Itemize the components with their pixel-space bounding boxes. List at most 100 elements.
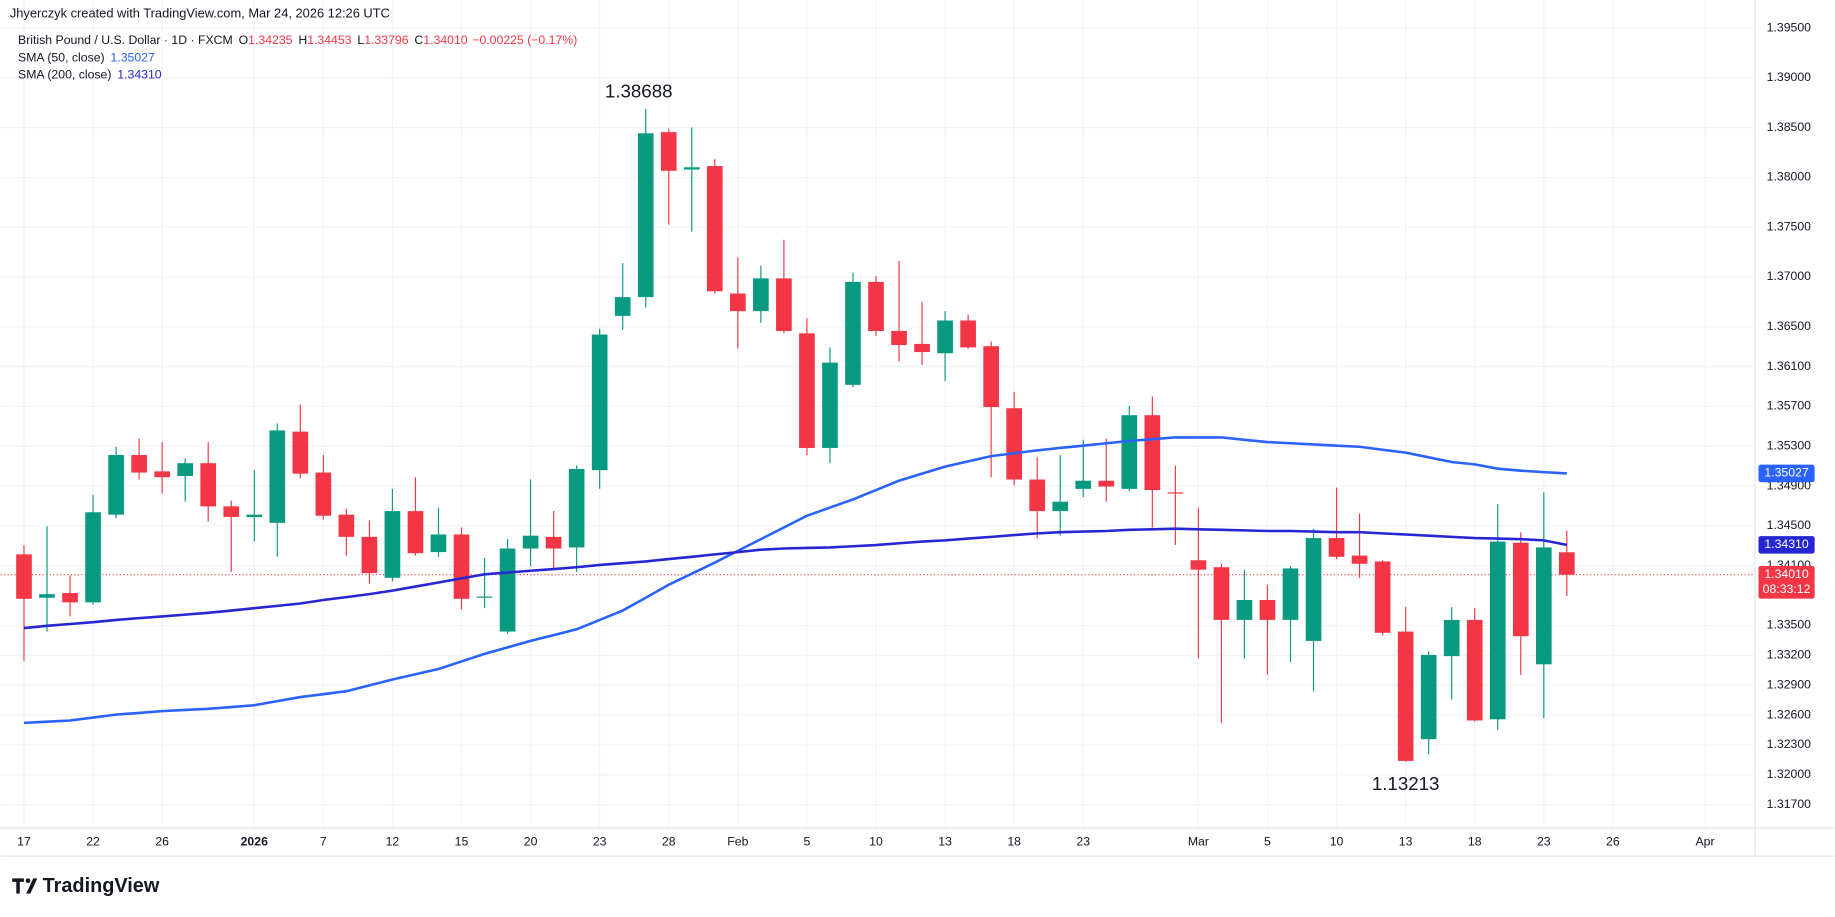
candle-body (753, 278, 769, 312)
low-annotation: 1.13213 (1372, 773, 1440, 794)
credit: Jhyerczyk created with TradingView.com, … (10, 5, 390, 20)
candle-body (16, 554, 32, 599)
x-tick-label: 12 (386, 834, 400, 848)
x-tick-label: 23 (593, 834, 607, 848)
candle-body (822, 362, 838, 448)
candle-body (223, 506, 240, 517)
candle-body (1512, 542, 1529, 637)
x-tick-label: 7 (320, 834, 327, 848)
candle-body (706, 166, 723, 292)
candle-body (1052, 501, 1069, 512)
candle-body (522, 535, 539, 549)
y-tick-label: 1.38500 (1767, 120, 1812, 134)
y-tick-label: 1.32000 (1767, 767, 1812, 781)
y-tick-label: 1.39000 (1767, 70, 1812, 84)
candle-body (1213, 567, 1230, 620)
x-tick-label: 20 (524, 834, 538, 848)
y-tick-label: 1.36500 (1767, 319, 1812, 333)
candle-body (1397, 631, 1414, 761)
candle-body (868, 281, 884, 331)
logo: TradingView (12, 875, 160, 897)
legend-name: SMA (200, close) (18, 68, 111, 82)
candle-body (1236, 599, 1253, 620)
candle-body (1305, 538, 1322, 641)
candle-body (983, 346, 999, 408)
candle-body (1259, 599, 1276, 620)
candle-body (62, 593, 78, 603)
ohlc-prefix: L (357, 33, 364, 47)
logo-dot (25, 878, 31, 884)
candle-body (1282, 568, 1299, 620)
x-tick-label: 10 (869, 834, 883, 848)
x-tick-label: 18 (1468, 834, 1482, 848)
ohlc-value: 1.34010 (423, 33, 468, 47)
x-tick-label: 2026 (241, 834, 268, 848)
x-tick-label: 23 (1537, 834, 1551, 848)
candle-body (39, 594, 55, 598)
price-axis-label-box (1758, 565, 1815, 584)
x-tick-label: 15 (455, 834, 469, 848)
sma-line (23, 436, 1567, 725)
candle-body (361, 536, 378, 574)
x-tick-label: 5 (804, 834, 811, 848)
x-tick-label: 17 (17, 834, 31, 848)
candle-body (1466, 619, 1483, 721)
candle-body (776, 278, 792, 331)
candle-body (937, 320, 953, 354)
candle-body (1535, 547, 1552, 665)
plot: 1.38688 1.13213 (0, 80, 1755, 794)
candle-body (845, 281, 861, 385)
candle-body (637, 133, 654, 298)
candle-body (799, 333, 815, 448)
candle-body (1144, 415, 1161, 491)
y-tick-label: 1.32300 (1767, 737, 1812, 751)
y-tick-label: 1.38000 (1767, 170, 1812, 184)
y-tick-label: 1.34500 (1767, 518, 1812, 532)
sma-axis-label-box (1758, 536, 1815, 554)
y-tick-label: 1.36100 (1767, 359, 1812, 373)
candle-body (1559, 552, 1575, 575)
sma-axis-label: 1.34310 (1764, 537, 1809, 551)
x-tick-label: 28 (662, 834, 676, 848)
candle-body (407, 511, 424, 554)
x-tick-label: Apr (1695, 834, 1714, 848)
candle-body (430, 534, 447, 553)
legend-symbol: British Pound / U.S. Dollar · 1D · FXCM O… (18, 33, 577, 47)
candle-body (338, 514, 355, 537)
y-tick-label: 1.35300 (1767, 439, 1812, 453)
x-tick-label: 10 (1330, 834, 1344, 848)
candle-body (1121, 415, 1138, 489)
candle-body (1489, 541, 1506, 720)
candle-body (315, 472, 332, 516)
candle-body (1098, 480, 1115, 487)
legend-entry: SMA (50, close) 1.35027 (18, 51, 155, 65)
candle-body (154, 471, 170, 478)
price-axis-label: 1.34010 (1764, 567, 1809, 581)
candle-body (1006, 408, 1022, 480)
legend-value: 1.35027 (110, 51, 155, 65)
y-tick-label: 1.39500 (1767, 20, 1812, 34)
ohlc-value: 1.33796 (364, 33, 409, 47)
y-tick-label: 1.33500 (1767, 618, 1812, 632)
candle-body (1374, 561, 1391, 633)
candle-body (200, 463, 217, 507)
y-tick-label: 1.37500 (1767, 219, 1812, 233)
candle-body (960, 320, 976, 348)
x-tick-label: 26 (1606, 834, 1620, 848)
candle-body (108, 455, 124, 515)
legend-name: SMA (50, close) (18, 51, 105, 65)
candle-body (476, 596, 493, 598)
x-tick-label: 26 (155, 834, 169, 848)
candle-body (1420, 654, 1437, 740)
candle-body (1443, 619, 1460, 657)
ohlc-prefix: C (414, 33, 423, 47)
y-tick-label: 1.32600 (1767, 707, 1812, 721)
x-tick-label: 18 (1007, 834, 1021, 848)
y-tick-label: 1.37000 (1767, 269, 1812, 283)
candle-body (1190, 560, 1207, 570)
x-tick-label: 23 (1076, 834, 1090, 848)
ohlc-prefix: H (298, 33, 307, 47)
candle-body (891, 330, 907, 346)
